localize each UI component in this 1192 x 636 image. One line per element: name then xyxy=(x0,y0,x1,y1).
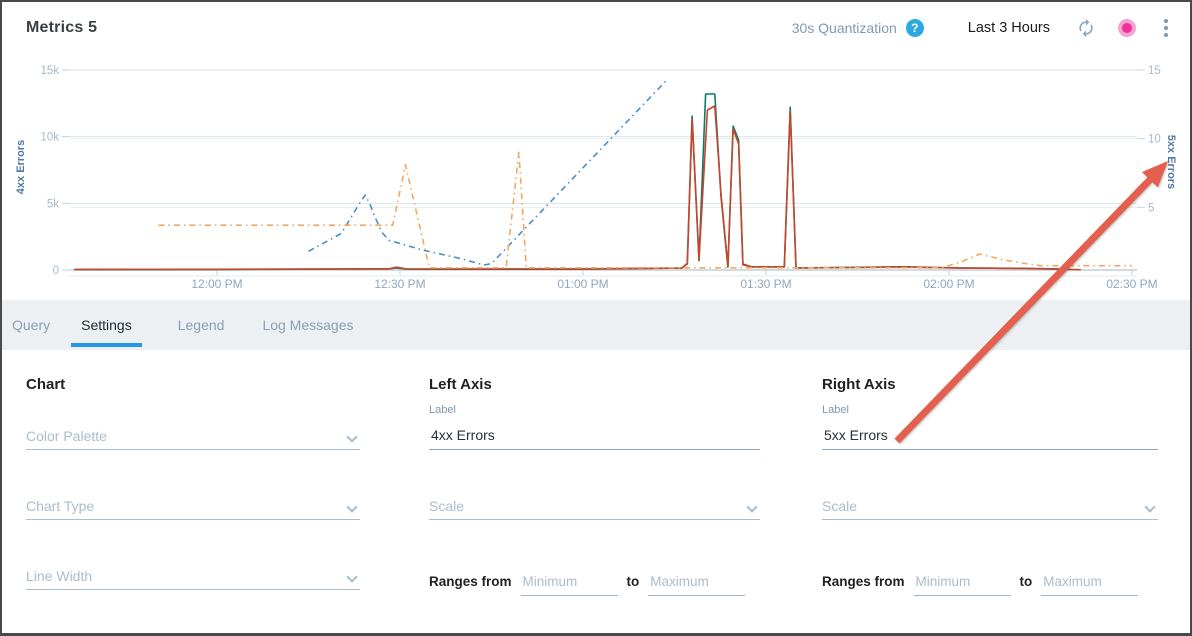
chevron-down-icon xyxy=(346,431,358,443)
tab-legend[interactable]: Legend xyxy=(177,317,225,333)
svg-text:02:00 PM: 02:00 PM xyxy=(923,277,974,291)
left-axis-column: Left Axis Label Scale Ranges from to xyxy=(429,350,760,633)
svg-text:01:30 PM: 01:30 PM xyxy=(740,277,791,291)
left-axis-label-caption: Label xyxy=(429,404,456,416)
right-axis-heading: Right Axis xyxy=(822,376,896,393)
line-width-select[interactable]: Line Width xyxy=(26,564,360,590)
svg-text:15k: 15k xyxy=(40,65,59,77)
svg-text:0: 0 xyxy=(53,265,59,277)
time-range-selector[interactable]: Last 3 Hours xyxy=(967,20,1050,36)
svg-text:15: 15 xyxy=(1148,65,1161,77)
live-indicator-icon[interactable] xyxy=(1118,19,1136,37)
kebab-menu-icon[interactable] xyxy=(1160,17,1172,39)
left-axis-max-input[interactable] xyxy=(648,574,746,596)
tab-query[interactable]: Query xyxy=(12,317,51,333)
series-solid-teal-path xyxy=(74,93,1059,271)
right-axis-min-input[interactable] xyxy=(913,574,1011,596)
left-axis-label-input[interactable] xyxy=(429,424,760,450)
left-axis-heading: Left Axis xyxy=(429,376,492,393)
svg-text:01:00 PM: 01:00 PM xyxy=(557,277,608,291)
chevron-down-icon xyxy=(1144,501,1156,513)
svg-text:02:30 PM: 02:30 PM xyxy=(1106,277,1157,291)
refresh-icon[interactable] xyxy=(1076,18,1096,38)
right-axis-title: 5xx Errors xyxy=(1165,135,1177,189)
left-axis-scale-select[interactable]: Scale xyxy=(429,494,760,520)
series-solid-red-path xyxy=(74,105,1081,271)
svg-text:12:00 PM: 12:00 PM xyxy=(191,277,242,291)
right-axis-label-caption: Label xyxy=(822,404,849,416)
chart-type-select[interactable]: Chart Type xyxy=(26,494,360,520)
left-axis-title: 4xx Errors xyxy=(15,140,27,194)
page-title: Metrics 5 xyxy=(26,19,98,36)
right-axis-ranges-row: Ranges from to xyxy=(822,562,1158,596)
header: Metrics 5 30s Quantization ? Last 3 Hour… xyxy=(2,2,1190,54)
svg-text:12:30 PM: 12:30 PM xyxy=(374,277,425,291)
right-axis-label-input[interactable] xyxy=(822,424,1158,450)
settings-panel: Chart Color Palette Chart Type Line Widt… xyxy=(2,350,1190,633)
right-axis-scale-select[interactable]: Scale xyxy=(822,494,1158,520)
chevron-down-icon xyxy=(346,571,358,583)
tab-log-messages[interactable]: Log Messages xyxy=(262,317,354,333)
header-controls: 30s Quantization ? Last 3 Hours xyxy=(792,17,1172,39)
tab-bar: Query Settings Legend Log Messages xyxy=(2,300,1190,350)
left-axis-min-input[interactable] xyxy=(520,574,618,596)
metrics-chart: 0 5k 10k 15k 5 10 15 12:00 PM 12:30 PM 01:00 PM 01… xyxy=(2,54,1190,300)
left-axis-ranges-row: Ranges from to xyxy=(429,562,760,596)
quantization-label: 30s Quantization xyxy=(791,20,897,36)
color-palette-select[interactable]: Color Palette xyxy=(26,424,360,450)
svg-text:10k: 10k xyxy=(40,132,59,144)
right-axis-max-input[interactable] xyxy=(1041,574,1139,596)
chart-canvas: 0 5k 10k 15k 5 10 15 12:00 PM 12:30 PM 01:00 PM 01… xyxy=(15,65,1177,291)
svg-text:5k: 5k xyxy=(47,198,59,210)
chevron-down-icon xyxy=(346,501,358,513)
tab-settings[interactable]: Settings xyxy=(71,300,142,350)
svg-text:10: 10 xyxy=(1148,134,1161,146)
help-icon[interactable]: ? xyxy=(905,19,924,37)
series-dashdot-orange-path xyxy=(158,151,1132,269)
right-axis-column: Right Axis Label Scale Ranges from to xyxy=(822,350,1158,633)
series-dashdot-blue-path xyxy=(308,79,668,266)
chevron-down-icon xyxy=(746,501,758,513)
svg-text:5: 5 xyxy=(1148,202,1154,214)
chart-column-heading: Chart xyxy=(26,376,66,393)
chart-settings-column: Chart Color Palette Chart Type Line Widt… xyxy=(26,350,360,633)
